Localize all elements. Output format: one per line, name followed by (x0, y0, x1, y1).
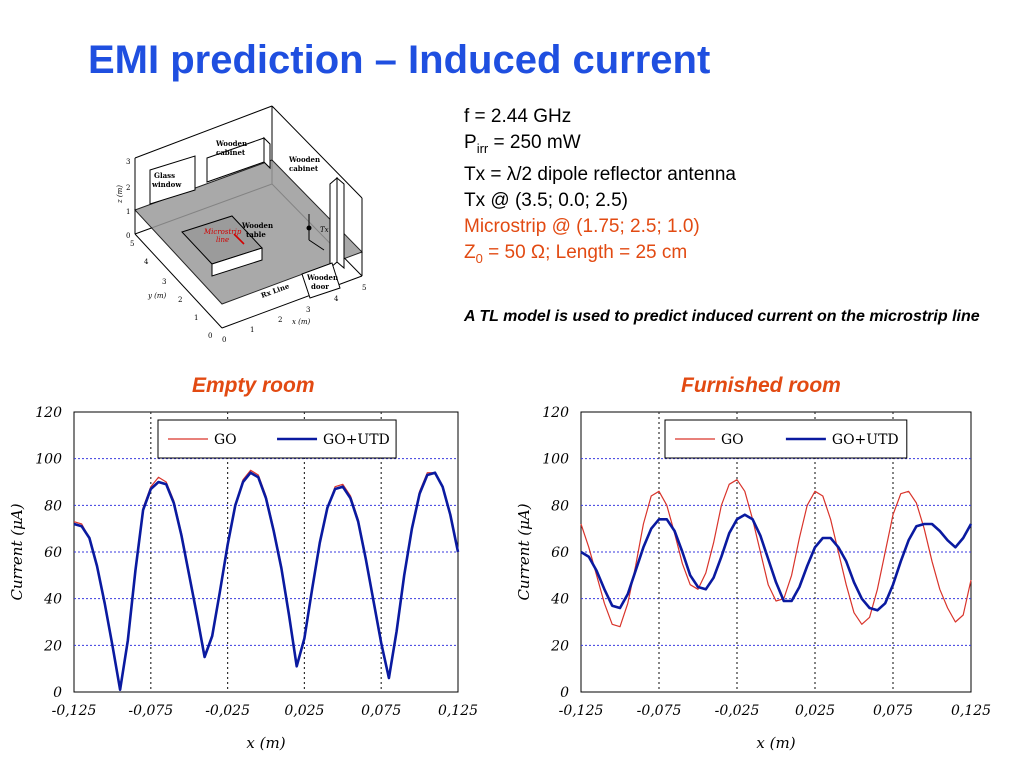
x-tick-label: -0,025 (205, 703, 250, 719)
legend-label: GO (214, 432, 237, 448)
param-impedance-subscript: 0 (475, 250, 483, 266)
wooden-cabinet-a-label-2: cabinet (216, 148, 246, 157)
room-y-tick: 3 (162, 278, 166, 286)
x-tick-label: -0,125 (559, 703, 604, 719)
x-tick-label: -0,075 (128, 703, 173, 719)
chart-title-empty-room: Empty room (192, 374, 315, 397)
chart-furnished-room: 0 20 40 60 80 100 120 -0,125 -0,075 -0,025 0,025 0,… (515, 405, 991, 752)
y-tick-label: 60 (44, 545, 62, 561)
series-line-go-utd (73, 471, 460, 692)
y-tick-label: 60 (551, 545, 569, 561)
y-axis-label: y (m) (147, 292, 167, 300)
y-tick-label: 20 (43, 638, 62, 654)
param-frequency: f = 2.44 GHz (464, 106, 572, 127)
param-microstrip-position: Microstrip @ (1.75; 2.5; 1.0) (464, 215, 700, 237)
room-x-tick: 4 (334, 295, 339, 303)
room-z-tick: 0 (126, 232, 130, 240)
y-tick-label: 120 (35, 405, 62, 421)
y-axis-label: Current (μA) (8, 503, 26, 600)
param-impedance-symbol: Z (464, 241, 476, 263)
tx-point (306, 225, 312, 231)
y-tick-label: 0 (560, 685, 569, 701)
series-line-go (580, 479, 972, 628)
room-y-tick: 1 (194, 314, 198, 322)
parameter-list: f = 2.44 GHz Pirr = 250 mW Tx = λ/2 dipo… (464, 104, 736, 272)
y-tick-label: 80 (551, 498, 569, 514)
param-impedance: Z0 = 50 Ω; Length = 25 cm (464, 240, 736, 272)
legend-label: GO (721, 432, 744, 448)
room-diagram: Glass window Wooden cabinet Wooden cabin… (116, 105, 366, 344)
microstrip-label-2: line (216, 236, 229, 244)
room-x-tick: 5 (362, 284, 366, 292)
wooden-door-label: Wooden (306, 273, 338, 282)
y-tick-label: 0 (53, 685, 62, 701)
room-x-tick: 0 (222, 336, 226, 344)
x-axis-label: x (m) (756, 734, 795, 752)
y-tick-label: 80 (44, 498, 62, 514)
x-tick-label: -0,125 (52, 703, 97, 719)
param-power: Pirr = 250 mW (464, 130, 736, 162)
glass-window-label: Glass (154, 171, 175, 180)
glass-window (149, 155, 196, 205)
room-x-tick: 1 (250, 326, 254, 334)
z-axis-label: z (m) (116, 185, 124, 204)
param-impedance-value: = 50 Ω; Length = 25 cm (482, 241, 688, 263)
room-z-tick: 3 (126, 158, 130, 166)
x-tick-label: 0,125 (951, 703, 991, 719)
room-y-tick: 5 (130, 240, 134, 248)
y-tick-label: 40 (550, 592, 569, 608)
microstrip-label: Microstrip (203, 228, 242, 236)
room-x-tick: 3 (306, 306, 310, 314)
room-y-tick: 2 (178, 296, 182, 304)
x-tick-label: 0,025 (795, 703, 835, 719)
legend-label: GO+UTD (832, 432, 899, 448)
microstrip-line-marker (233, 233, 245, 245)
wooden-door-label-2: door (311, 282, 329, 291)
microstrip-plane (134, 159, 363, 305)
x-tick-label: 0,125 (438, 703, 478, 719)
x-tick-label: -0,025 (715, 703, 760, 719)
x-tick-label: -0,075 (637, 703, 682, 719)
param-tx: Tx = λ/2 dipole reflector antenna (464, 163, 736, 185)
y-tick-label: 40 (43, 592, 62, 608)
room-y-tick: 4 (144, 258, 149, 266)
wooden-cabinet-b-label: Wooden (288, 155, 320, 164)
page-title: EMI prediction – Induced current (88, 38, 711, 82)
y-tick-label: 100 (542, 452, 569, 468)
model-note: A TL model is used to predict induced cu… (464, 308, 980, 325)
y-tick-label: 100 (35, 452, 62, 468)
x-tick-label: 0,075 (361, 703, 401, 719)
param-power-value: = 250 mW (488, 132, 581, 153)
wooden-door (301, 262, 341, 299)
room-x-tick: 2 (278, 316, 282, 324)
param-power-subscript: irr (476, 140, 489, 156)
wooden-table-label: Wooden (241, 221, 273, 230)
param-tx-position: Tx @ (3.5; 0.0; 2.5) (464, 189, 628, 211)
x-axis-label: x (m) (292, 318, 311, 326)
y-tick-label: 120 (542, 405, 569, 421)
tx-label: Tx (320, 226, 329, 234)
wooden-cabinet-a-label: Wooden (215, 139, 247, 148)
room-y-tick: 0 (208, 332, 212, 340)
wooden-table-label-2: table (246, 230, 266, 239)
wooden-cabinet-b-label-2: cabinet (289, 164, 319, 173)
x-axis-label: x (m) (246, 734, 285, 752)
x-tick-label: 0,025 (284, 703, 324, 719)
series-line-go-utd (580, 513, 973, 612)
glass-window-label-2: window (151, 180, 182, 189)
wooden-cabinet-b (336, 176, 345, 270)
chart-title-furnished-room: Furnished room (681, 374, 841, 397)
x-tick-label: 0,075 (873, 703, 913, 719)
y-axis-label: Current (μA) (515, 503, 533, 600)
y-tick-label: 20 (550, 638, 569, 654)
legend-label: GO+UTD (323, 432, 390, 448)
param-power-symbol: P (464, 132, 477, 153)
room-z-tick: 1 (126, 208, 130, 216)
chart-empty-room: 0 20 40 60 80 100 120 -0,125 -0,075 -0,025 0,025 0,… (8, 405, 478, 752)
room-z-tick: 2 (126, 184, 130, 192)
